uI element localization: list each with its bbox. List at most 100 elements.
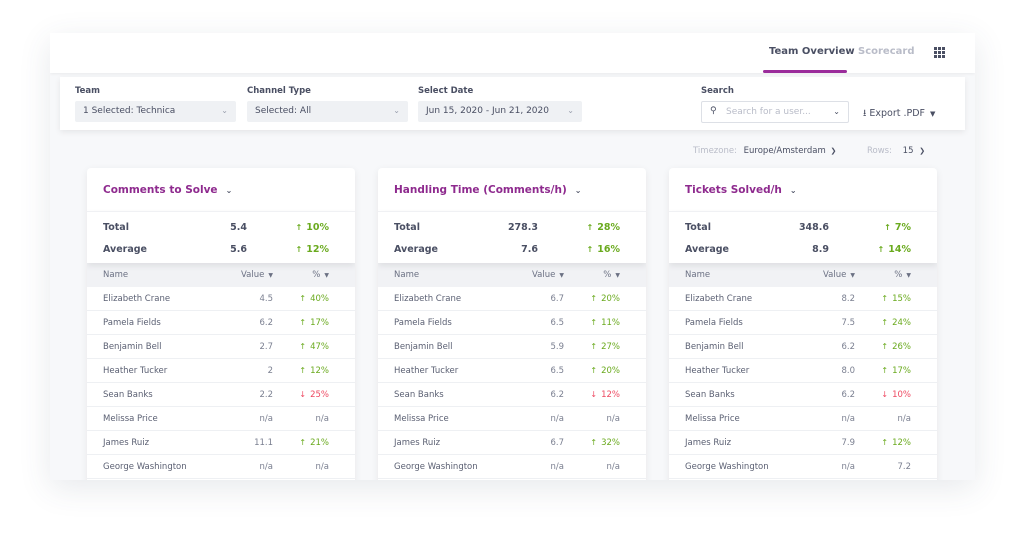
column-pct-header[interactable]: % ▼ xyxy=(894,270,911,280)
row-name: Benjamin Bell xyxy=(685,342,744,352)
rows-value: 15 xyxy=(902,146,914,156)
row-change: 17% xyxy=(299,318,329,328)
row-change: 10% xyxy=(881,390,911,400)
column-name-header[interactable]: Name xyxy=(685,270,711,280)
table-row[interactable]: Melissa Price n/a n/a xyxy=(378,407,646,431)
row-name: Melissa Price xyxy=(394,414,449,424)
row-name: Benjamin Bell xyxy=(103,342,162,352)
table-row[interactable]: Heather Tucker 8.0 17% xyxy=(669,359,937,383)
export-pdf-button[interactable]: ⭳ Export .PDF ▼ xyxy=(863,106,935,122)
row-name: Heather Tucker xyxy=(394,366,459,376)
table-row[interactable]: Melissa Price n/a n/a xyxy=(669,407,937,431)
table-body: Elizabeth Crane 8.2 15% Pamela Fields 7.5 24%… xyxy=(669,287,937,479)
card-title: Handling Time (Comments/h) xyxy=(394,184,567,196)
row-change: n/a xyxy=(606,462,620,472)
column-value-header[interactable]: Value ▼ xyxy=(532,270,564,280)
row-change: 15% xyxy=(881,294,911,304)
table-row[interactable]: Sean Banks 6.2 12% xyxy=(378,383,646,407)
tab-scorecard[interactable]: Scorecard xyxy=(858,46,915,57)
card-title-dropdown[interactable]: Tickets Solved/h ⌄ xyxy=(685,184,797,196)
row-change: n/a xyxy=(606,414,620,424)
team-select[interactable]: 1 Selected: Technica ⌄ xyxy=(75,101,236,122)
card-title: Comments to Solve xyxy=(103,184,218,196)
table-row[interactable]: Benjamin Bell 2.7 47% xyxy=(87,335,355,359)
row-value: 8.0 xyxy=(841,366,855,376)
row-value: n/a xyxy=(550,414,564,424)
card-title-dropdown[interactable]: Comments to Solve ⌄ xyxy=(103,184,232,196)
table-row[interactable]: Benjamin Bell 5.9 27% xyxy=(378,335,646,359)
row-change: 20% xyxy=(590,366,620,376)
card-title-dropdown[interactable]: Handling Time (Comments/h) ⌄ xyxy=(394,184,581,196)
search-placeholder: Search for a user... xyxy=(726,107,811,117)
row-change: 47% xyxy=(299,342,329,352)
row-change: 12% xyxy=(299,366,329,376)
row-name: James Ruiz xyxy=(685,438,732,448)
row-change: 32% xyxy=(590,438,620,448)
table-header: Name Value ▼ % ▼ xyxy=(669,263,937,287)
value-header-label: Value xyxy=(532,270,556,280)
tab-team-overview[interactable]: Team Overview xyxy=(769,46,855,57)
average-value: 8.9 xyxy=(812,244,829,255)
chevron-down-icon: ⌄ xyxy=(567,106,574,115)
card-title: Tickets Solved/h xyxy=(685,184,782,196)
search-input[interactable]: ⚲ Search for a user... ⌄ xyxy=(701,101,849,123)
date-range-select[interactable]: Jun 15, 2020 - Jun 21, 2020 ⌄ xyxy=(418,101,582,122)
table-row[interactable]: Pamela Fields 7.5 24% xyxy=(669,311,937,335)
average-change: 16% xyxy=(587,244,620,255)
chevron-down-icon: ⌄ xyxy=(225,186,233,195)
column-pct-header[interactable]: % ▼ xyxy=(312,270,329,280)
table-row[interactable]: Heather Tucker 6.5 20% xyxy=(378,359,646,383)
apps-grid-icon[interactable] xyxy=(934,47,945,58)
table-row[interactable]: Benjamin Bell 6.2 26% xyxy=(669,335,937,359)
table-row[interactable]: James Ruiz 11.1 21% xyxy=(87,431,355,455)
row-value: 6.2 xyxy=(259,318,273,328)
dashboard-window: Team Overview Scorecard Team 1 Selected:… xyxy=(50,33,975,480)
table-row[interactable]: Melissa Price n/a n/a xyxy=(87,407,355,431)
table-row[interactable]: Sean Banks 2.2 25% xyxy=(87,383,355,407)
table-row[interactable]: Elizabeth Crane 8.2 15% xyxy=(669,287,937,311)
table-row[interactable]: George Washington n/a 7.2 xyxy=(669,455,937,479)
pct-header-label: % xyxy=(603,270,612,280)
timezone-selector[interactable]: Timezone: Europe/Amsterdam ❯ xyxy=(693,146,836,156)
table-row[interactable]: James Ruiz 7.9 12% xyxy=(669,431,937,455)
row-name: Heather Tucker xyxy=(103,366,168,376)
average-label: Average xyxy=(394,244,438,255)
table-body: Elizabeth Crane 6.7 20% Pamela Fields 6.5 11%… xyxy=(378,287,646,479)
table-row[interactable]: George Washington n/a n/a xyxy=(378,455,646,479)
rows-label: Rows: xyxy=(867,146,892,156)
column-pct-header[interactable]: % ▼ xyxy=(603,270,620,280)
row-name: Benjamin Bell xyxy=(394,342,453,352)
table-row[interactable]: Pamela Fields 6.5 11% xyxy=(378,311,646,335)
table-row[interactable]: Elizabeth Crane 6.7 20% xyxy=(378,287,646,311)
total-label: Total xyxy=(103,222,129,233)
table-row[interactable]: George Washington n/a n/a xyxy=(87,455,355,479)
chevron-down-icon: ⌄ xyxy=(789,186,797,195)
row-name: Heather Tucker xyxy=(685,366,750,376)
value-header-label: Value xyxy=(241,270,265,280)
row-value: 2.7 xyxy=(259,342,273,352)
channel-type-select[interactable]: Selected: All ⌄ xyxy=(247,101,408,122)
column-name-header[interactable]: Name xyxy=(394,270,420,280)
table-row[interactable]: Pamela Fields 6.2 17% xyxy=(87,311,355,335)
column-name-header[interactable]: Name xyxy=(103,270,129,280)
row-value: 6.2 xyxy=(841,390,855,400)
rows-selector[interactable]: Rows: 15 ❯ xyxy=(867,146,925,156)
row-change: 20% xyxy=(590,294,620,304)
row-value: n/a xyxy=(259,414,273,424)
table-row[interactable]: Heather Tucker 2 12% xyxy=(87,359,355,383)
value-header-label: Value xyxy=(823,270,847,280)
row-name: George Washington xyxy=(394,462,478,472)
table-row[interactable]: James Ruiz 6.7 32% xyxy=(378,431,646,455)
chevron-down-icon: ⌄ xyxy=(393,106,400,115)
table-row[interactable]: Sean Banks 6.2 10% xyxy=(669,383,937,407)
table-row[interactable]: Elizabeth Crane 4.5 40% xyxy=(87,287,355,311)
total-label: Total xyxy=(394,222,420,233)
average-change: 14% xyxy=(878,244,911,255)
column-value-header[interactable]: Value ▼ xyxy=(823,270,855,280)
row-value: 11.1 xyxy=(254,438,273,448)
column-value-header[interactable]: Value ▼ xyxy=(241,270,273,280)
row-change: 11% xyxy=(590,318,620,328)
table-body: Elizabeth Crane 4.5 40% Pamela Fields 6.2 17%… xyxy=(87,287,355,479)
total-label: Total xyxy=(685,222,711,233)
row-change: n/a xyxy=(897,414,911,424)
